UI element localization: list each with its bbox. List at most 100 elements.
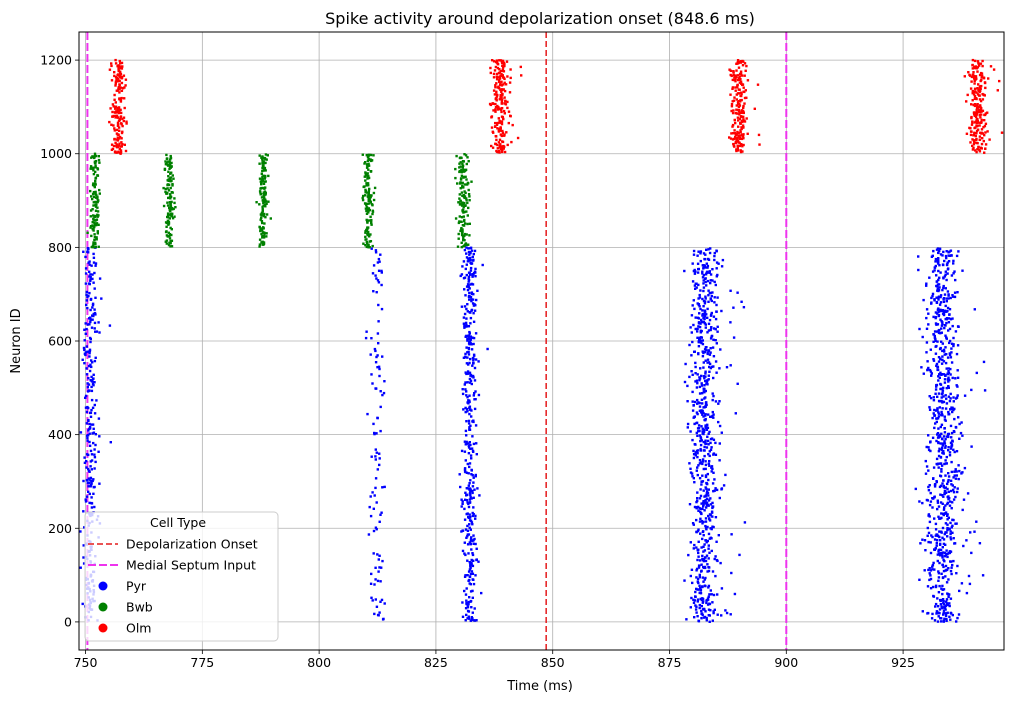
- spike-point: [469, 488, 472, 491]
- spike-point: [703, 350, 706, 354]
- spike-point: [700, 411, 704, 414]
- spike-point: [704, 297, 707, 300]
- spike-point: [944, 512, 947, 515]
- spike-point: [461, 181, 464, 185]
- spike-point: [118, 70, 122, 73]
- spike-point: [943, 442, 947, 445]
- spike-point: [691, 475, 694, 478]
- spike-point: [166, 204, 170, 207]
- spike-point: [116, 109, 120, 112]
- spike-point: [979, 62, 983, 65]
- spike-point: [465, 494, 468, 497]
- spike-point: [712, 438, 716, 441]
- spike-point: [714, 283, 717, 287]
- spike-point: [736, 86, 739, 89]
- spike-point: [502, 70, 506, 73]
- spike-point: [740, 74, 744, 77]
- spike-point: [708, 464, 711, 467]
- spike-point: [701, 430, 704, 433]
- spike-point: [369, 215, 372, 218]
- spike-point: [469, 543, 472, 546]
- spike-point: [469, 454, 473, 457]
- spike-point: [467, 472, 470, 475]
- spike-point: [705, 382, 708, 385]
- spike-point: [463, 450, 467, 453]
- spike-point: [730, 533, 733, 536]
- spike-point: [945, 337, 948, 340]
- spike-point: [95, 223, 98, 227]
- spike-point: [704, 610, 707, 613]
- spike-point: [493, 69, 497, 72]
- spike-point: [85, 327, 88, 331]
- spike-point: [376, 261, 380, 264]
- spike-point: [463, 201, 466, 205]
- spike-point: [125, 120, 128, 123]
- spike-point: [705, 313, 708, 316]
- spike-point: [965, 539, 968, 542]
- spike-point: [926, 534, 929, 537]
- spike-point: [702, 607, 706, 611]
- spike-point: [117, 137, 121, 140]
- spike-point: [946, 487, 949, 491]
- spike-point: [470, 617, 473, 621]
- spike-point: [462, 356, 466, 359]
- spike-point: [963, 394, 967, 397]
- spike-point: [86, 231, 89, 234]
- spike-point: [941, 482, 944, 485]
- spike-point: [118, 110, 121, 113]
- spike-point: [704, 517, 708, 520]
- spike-point: [467, 243, 470, 246]
- spike-point: [961, 269, 964, 272]
- spike-point: [706, 379, 709, 382]
- spike-point: [732, 99, 736, 102]
- spike-point: [91, 197, 94, 201]
- spike-point: [365, 209, 368, 213]
- spike-point: [950, 483, 953, 486]
- spike-point: [938, 376, 941, 379]
- spike-point: [941, 494, 944, 497]
- spike-point: [954, 477, 958, 480]
- spike-point: [93, 412, 97, 415]
- spike-point: [712, 490, 715, 493]
- spike-point: [690, 472, 694, 475]
- spike-point: [705, 428, 708, 431]
- spike-point: [719, 348, 722, 351]
- spike-point: [699, 597, 702, 601]
- spike-point: [945, 250, 948, 253]
- spike-point: [944, 604, 947, 608]
- spike-point: [170, 191, 173, 194]
- spike-point: [125, 122, 128, 125]
- spike-point: [976, 87, 979, 90]
- spike-point: [261, 199, 265, 202]
- spike-point: [93, 456, 97, 459]
- spike-point: [88, 492, 91, 496]
- spike-point: [372, 290, 375, 293]
- spike-point: [91, 221, 94, 224]
- spike-point: [170, 207, 173, 210]
- spike-point: [471, 364, 474, 367]
- spike-point: [166, 187, 169, 190]
- spike-point: [739, 129, 742, 132]
- spike-point: [704, 258, 707, 261]
- spike-point: [468, 234, 471, 237]
- spike-point: [734, 412, 737, 415]
- spike-point: [707, 584, 711, 588]
- spike-point: [740, 300, 743, 303]
- spike-point: [164, 163, 168, 166]
- spike-point: [696, 254, 699, 257]
- spike-point: [95, 238, 98, 241]
- spike-point: [930, 617, 934, 620]
- spike-point: [952, 408, 955, 412]
- spike-point: [701, 276, 705, 279]
- spike-point: [980, 118, 983, 122]
- spike-point: [978, 64, 981, 67]
- spike-point: [709, 247, 712, 250]
- spike-point: [704, 463, 708, 467]
- spike-point: [120, 123, 123, 126]
- spike-point: [700, 609, 703, 613]
- spike-point: [170, 214, 173, 217]
- spike-point: [459, 161, 462, 164]
- spike-point: [944, 317, 947, 321]
- spike-point: [493, 93, 497, 96]
- spike-point: [461, 502, 464, 505]
